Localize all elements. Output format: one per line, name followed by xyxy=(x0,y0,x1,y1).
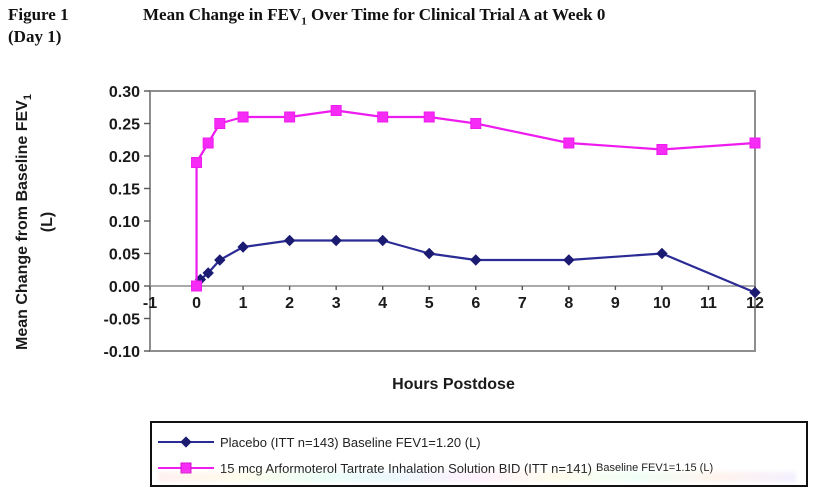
y-axis-title: Mean Change from Baseline FEV1 (L) xyxy=(13,66,57,378)
x-tick-label: 3 xyxy=(332,295,341,312)
data-point-diamond xyxy=(202,267,214,279)
data-point-square xyxy=(377,111,389,123)
data-point-square xyxy=(191,280,203,292)
data-point-square xyxy=(330,105,342,116)
y-tick-label: 0.15 xyxy=(109,182,140,199)
x-tick-label: -1 xyxy=(143,295,157,312)
legend-row-placebo: Placebo (ITT n=143) Baseline FEV1=1.20 (… xyxy=(158,429,806,455)
y-axis-title-unit: (L) xyxy=(39,211,57,233)
data-point-diamond xyxy=(749,286,761,299)
data-point-square xyxy=(214,118,226,129)
data-point-square xyxy=(237,111,249,123)
x-tick-label: 12 xyxy=(746,295,764,312)
data-point-square xyxy=(191,157,203,168)
y-tick-label: -0.10 xyxy=(104,344,141,361)
x-tick-label: 6 xyxy=(471,295,480,312)
y-tick-label: -0.05 xyxy=(104,312,141,329)
y-tick-label: 0.10 xyxy=(109,214,140,231)
data-point-diamond xyxy=(283,234,296,247)
data-point-diamond xyxy=(237,241,249,253)
x-axis-title: Hours Postdose xyxy=(392,376,515,393)
x-tick-label: 1 xyxy=(239,295,248,312)
square-marker-icon xyxy=(180,462,192,474)
x-tick-label: 8 xyxy=(564,295,573,312)
data-point-square xyxy=(470,118,482,129)
figure-title-text: Mean Change in FEV xyxy=(143,5,302,24)
figure-title: Mean Change in FEV1 Over Time for Clinic… xyxy=(143,5,815,27)
data-point-diamond xyxy=(423,247,435,260)
data-point-diamond xyxy=(563,254,575,266)
data-point-diamond xyxy=(376,234,389,247)
x-tick-label: 0 xyxy=(192,295,201,312)
data-point-square xyxy=(423,111,435,123)
legend-label-placebo: Placebo (ITT n=143) Baseline FEV1=1.20 (… xyxy=(220,434,481,450)
data-point-square xyxy=(749,137,761,149)
y-tick-label: 0.30 xyxy=(109,84,140,101)
data-point-diamond xyxy=(470,254,482,266)
data-point-diamond xyxy=(330,234,342,247)
y-tick-label: 0.00 xyxy=(109,279,140,296)
placebo-line-sample xyxy=(158,436,214,448)
x-tick-label: 11 xyxy=(700,295,717,312)
data-point-square xyxy=(656,144,668,155)
y-tick-label: 0.05 xyxy=(109,247,140,264)
legend-label-arformoterol-baseline: Baseline FEV1=1.15 (L) xyxy=(596,462,714,474)
figure-title-subscript: 1 xyxy=(301,15,307,28)
y-tick-label: 0.25 xyxy=(109,117,140,134)
data-point-diamond xyxy=(214,254,226,266)
data-point-square xyxy=(563,137,575,149)
x-tick-label: 10 xyxy=(653,295,671,312)
y-axis-title-subscript: 1 xyxy=(22,94,35,101)
x-tick-label: 4 xyxy=(378,295,387,312)
data-point-diamond xyxy=(656,247,668,260)
series-line-0 xyxy=(195,239,756,294)
y-axis-title-text: Mean Change from Baseline FEV xyxy=(14,100,31,350)
legend-row-arformoterol: 15 mcg Arformoterol Tartrate Inhalation … xyxy=(158,455,806,481)
x-tick-label: 7 xyxy=(518,295,527,312)
diamond-marker-icon xyxy=(180,436,192,448)
data-point-square xyxy=(284,111,296,123)
x-tick-label: 9 xyxy=(611,295,620,312)
arformoterol-line-sample xyxy=(158,462,214,474)
y-axis-title-line1: Mean Change from Baseline FEV1 xyxy=(13,66,38,378)
x-tick-label: 5 xyxy=(425,295,434,312)
plot-border xyxy=(149,90,756,352)
x-tick-label: 2 xyxy=(285,295,294,312)
legend-label-arformoterol: 15 mcg Arformoterol Tartrate Inhalation … xyxy=(220,460,593,476)
jpeg-artifact-smudge xyxy=(158,472,796,482)
fev1-line-chart: -1 0 1 2 3 4 5 6 7 8 9 10 11 120.300.250.200.150.100.… xyxy=(104,84,764,361)
figure-number-label: Figure 1 xyxy=(8,5,69,24)
chart-legend: Placebo (ITT n=143) Baseline FEV1=1.20 (… xyxy=(150,421,808,487)
y-tick-label: 0.20 xyxy=(109,149,140,166)
figure-title-tail: Over Time for Clinical Trial A at Week 0 xyxy=(306,5,606,24)
figure-day-label: (Day 1) xyxy=(8,27,62,46)
data-point-square xyxy=(202,137,214,149)
